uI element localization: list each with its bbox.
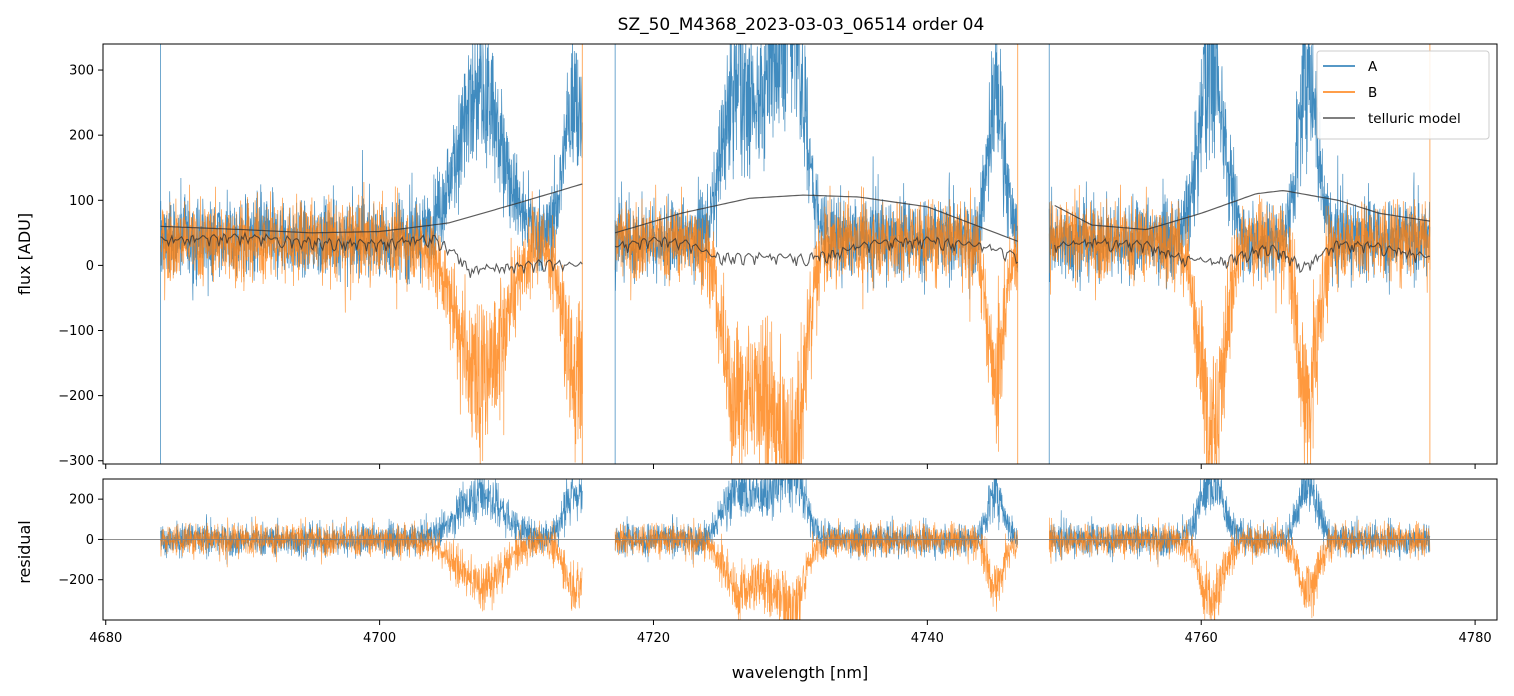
main-y-tick-label: 200: [69, 129, 94, 144]
main-axes-frame: [102, 43, 1498, 465]
residual-x-tick-label: 4680: [89, 631, 122, 646]
residual-x-tick-label: 4760: [1185, 631, 1218, 646]
telluric-model-absorption-line: [1054, 237, 1430, 274]
main-y-tick-label: 300: [69, 64, 94, 79]
main-y-tick-label: −200: [58, 389, 94, 404]
residual-x-tick-label: 4700: [363, 631, 396, 646]
telluric-model-continuum-line: [160, 183, 583, 234]
residual-panel: −200 0 200 4680 4700 4720 4740 4760 4780 residu…: [15, 478, 1498, 682]
legend-label-b: B: [1368, 85, 1377, 101]
main-plot-area: [160, 44, 1431, 464]
main-y-tick-label: −100: [58, 324, 94, 339]
residual-y-tick-label: 200: [69, 493, 94, 508]
residual-plot-area: [103, 479, 1497, 620]
main-y-tick-label: 100: [69, 194, 94, 209]
x-axis-label: wavelength [nm]: [732, 663, 869, 682]
residual-y-tick-label: −200: [58, 573, 94, 588]
residual-x-axis: 4680 4700 4720 4740 4760 4780: [89, 620, 1492, 646]
series-b-flux-line: [160, 181, 1431, 464]
telluric-model-continuum-line: [614, 194, 1018, 242]
residual-x-tick-label: 4740: [911, 631, 944, 646]
legend-frame: [1316, 50, 1490, 140]
main-y-axis: −300 −200 −100 0 100 200 300: [58, 64, 103, 469]
residual-y-tick-label: 0: [86, 533, 94, 548]
telluric-model-absorption-line: [614, 235, 1019, 267]
residual-y-axis-label: residual: [15, 520, 34, 583]
main-y-axis-label: flux [ADU]: [15, 213, 34, 295]
residual-x-tick-label: 4720: [637, 631, 670, 646]
chart-title: SZ_50_M4368_2023-03-03_06514 order 04: [618, 15, 985, 35]
residual-y-axis: −200 0 200: [58, 493, 103, 588]
legend: A B telluric model: [1316, 50, 1490, 140]
residual-x-tick-label: 4780: [1459, 631, 1492, 646]
residual-axes-frame: [102, 478, 1498, 621]
legend-label-model: telluric model: [1368, 111, 1461, 127]
main-y-tick-label: −300: [58, 454, 94, 469]
main-panel: −300 −200 −100 0 100 200 300 flux [ADU]: [15, 43, 1498, 469]
telluric-model-absorption-line: [160, 231, 583, 278]
telluric-model-continuum-line: [1054, 189, 1430, 231]
main-x-axis: [105, 464, 1476, 469]
main-y-tick-label: 0: [86, 259, 94, 274]
legend-label-a: A: [1368, 59, 1378, 75]
